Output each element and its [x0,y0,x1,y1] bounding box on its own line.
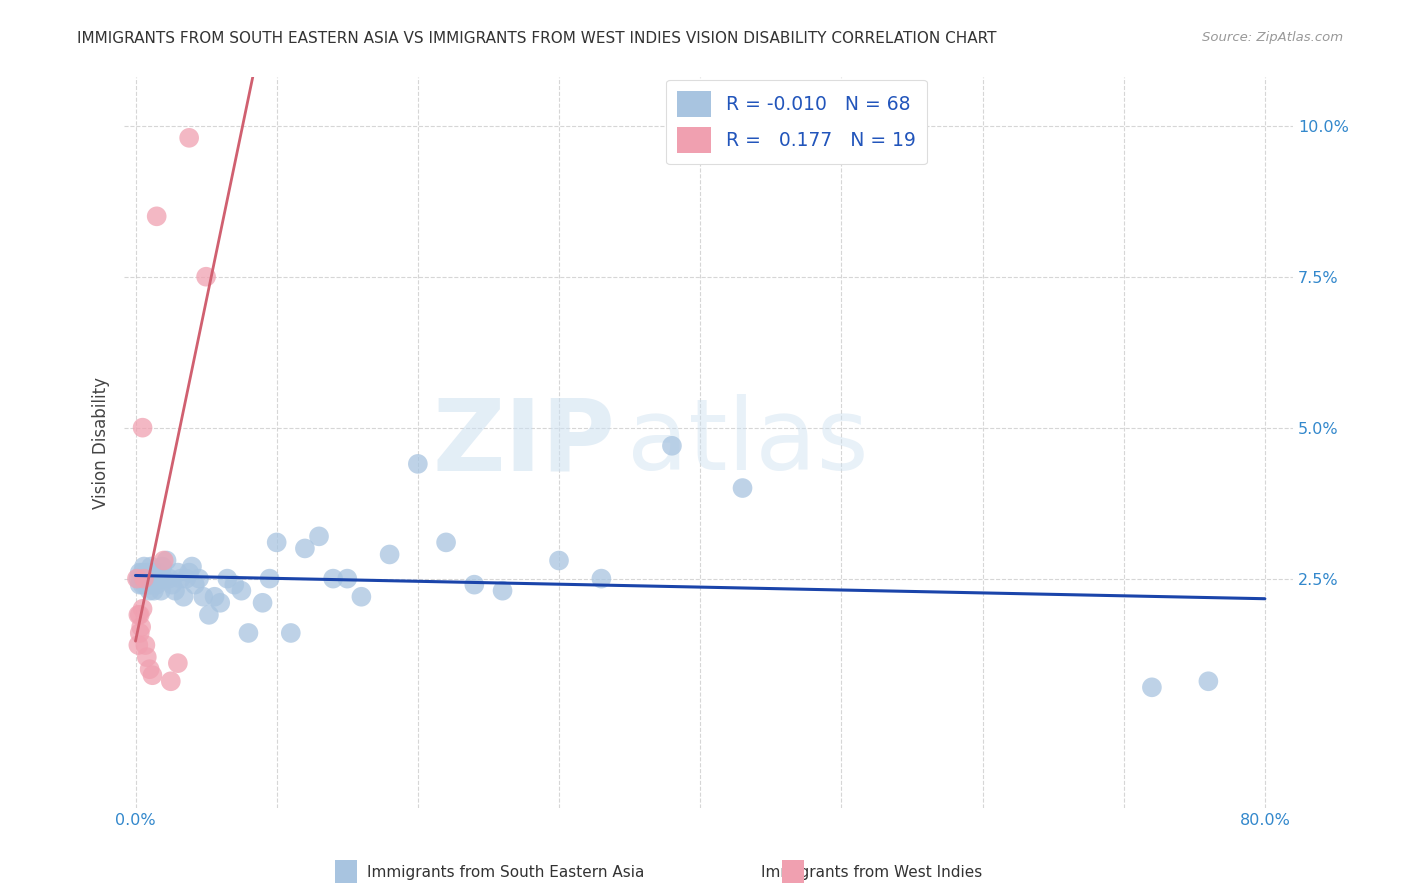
Point [1197,674,1219,689]
Point [128,607,150,622]
Point [128,566,150,580]
Point [548,553,571,567]
Point [463,577,485,591]
Point [136,566,159,580]
Point [134,572,156,586]
Point [491,583,513,598]
Point [131,577,153,591]
Point [128,626,150,640]
Point [134,638,156,652]
Point [135,572,157,586]
Point [132,572,155,586]
Point [152,572,174,586]
Point [322,572,344,586]
Point [141,566,163,580]
Point [259,572,281,586]
Point [127,638,149,652]
Point [155,553,177,567]
Point [138,662,160,676]
Point [188,572,211,586]
Point [1140,681,1163,695]
Point [209,596,232,610]
Point [217,572,239,586]
Point [127,572,149,586]
Point [131,566,153,580]
Point [141,572,163,586]
Text: ZIP: ZIP [432,394,616,491]
Point [163,583,186,598]
Legend: R = -0.010   N = 68, R =   0.177   N = 19: R = -0.010 N = 68, R = 0.177 N = 19 [666,79,927,164]
Text: Immigrants from West Indies: Immigrants from West Indies [761,865,983,880]
Point [138,583,160,598]
Point [181,559,204,574]
Point [406,457,429,471]
Text: Source: ZipAtlas.com: Source: ZipAtlas.com [1202,31,1343,45]
Point [152,553,174,567]
Point [132,572,155,586]
Point [159,674,181,689]
Point [143,572,166,586]
Point [139,559,162,574]
Point [145,577,167,591]
Point [135,566,157,580]
Point [146,566,169,580]
Point [731,481,754,495]
Point [193,590,215,604]
Point [591,572,613,586]
Point [136,577,159,591]
Point [179,566,201,580]
Point [134,577,156,591]
Point [132,559,155,574]
Point [170,572,193,586]
Point [336,572,359,586]
Point [661,439,683,453]
Point [141,668,163,682]
Point [173,590,195,604]
Point [129,620,152,634]
Point [142,583,165,598]
Point [294,541,316,556]
Point [167,566,190,580]
Point [238,626,260,640]
Y-axis label: Vision Disability: Vision Disability [93,376,110,508]
Point [160,577,183,591]
Point [157,572,180,586]
Point [148,572,170,586]
Point [378,548,401,562]
Text: atlas: atlas [627,394,869,491]
Point [204,590,226,604]
Point [131,420,153,434]
Point [280,626,302,640]
Point [266,535,288,549]
Point [167,656,190,670]
Point [128,577,150,591]
Point [176,572,198,586]
Point [139,577,162,591]
Point [350,590,373,604]
Point [145,210,167,224]
Point [179,131,201,145]
Point [138,572,160,586]
Point [198,607,221,622]
Point [131,602,153,616]
Point [252,596,274,610]
Point [125,572,148,586]
Point [129,572,152,586]
Point [231,583,253,598]
Point [149,583,172,598]
Point [184,577,207,591]
Text: IMMIGRANTS FROM SOUTH EASTERN ASIA VS IMMIGRANTS FROM WEST INDIES VISION DISABIL: IMMIGRANTS FROM SOUTH EASTERN ASIA VS IM… [77,31,997,46]
Point [150,559,173,574]
Point [135,650,157,665]
Point [195,269,218,284]
Point [224,577,246,591]
Point [127,607,149,622]
Text: Immigrants from South Eastern Asia: Immigrants from South Eastern Asia [367,865,645,880]
Point [434,535,457,549]
Point [308,529,330,543]
